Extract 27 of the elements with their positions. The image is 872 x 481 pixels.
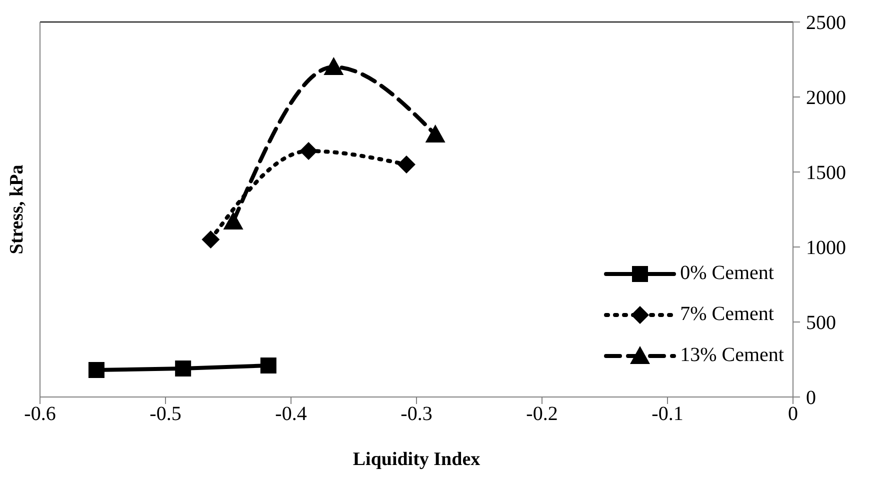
x-tick-label: -0.3 [400,403,432,426]
y-tick-label: 2500 [806,12,846,34]
point [88,362,104,378]
y-tick-label: 500 [806,312,836,334]
y-tick-label: 0 [806,387,816,410]
point [260,358,276,374]
x-tick-label: -0.5 [150,403,182,426]
y-tick-label: 2000 [806,87,846,110]
y-tick-label: 1000 [806,237,846,260]
y-tick-label: 1500 [806,162,846,184]
point [175,360,192,376]
x-tick-label: -0.4 [275,403,307,426]
point [425,124,446,142]
x-tick-label: -0.1 [652,403,684,426]
point [223,212,244,230]
point [202,230,220,248]
x-tick-label: -0.2 [526,403,558,426]
point [300,142,318,160]
x-tick-label: -0.6 [24,403,56,426]
legend-label: 7% Cement [680,303,774,326]
point [324,57,344,75]
x-axis-title: Liquidity Index [352,449,481,470]
legend-label: 0% Cement [680,262,774,285]
legend-label: 13% Cement [680,344,784,367]
point [397,156,416,174]
x-tick-label: 0 [788,403,798,426]
y-axis-title: Stress, kPa [6,164,28,254]
